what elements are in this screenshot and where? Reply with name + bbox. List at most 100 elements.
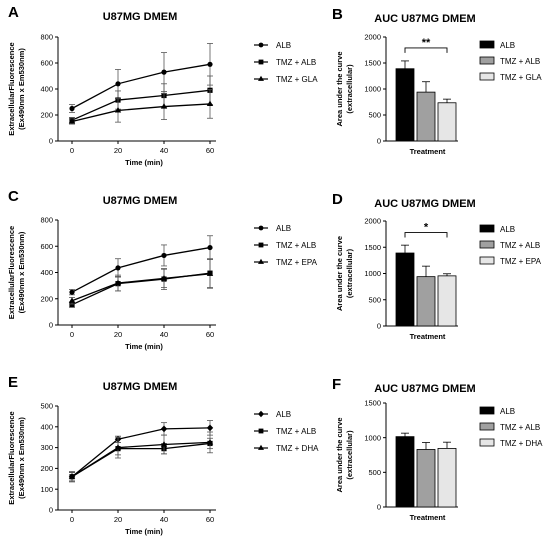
legend-label: ALB: [500, 407, 515, 416]
data-point: [207, 61, 213, 67]
y-tick-label: 500: [368, 111, 381, 120]
series-line: [71, 103, 211, 123]
y-tick-label: 1500: [364, 399, 381, 408]
panel-e: E U87MG DMEM0100200300400500Extracellular…: [7, 374, 319, 536]
legend-label: TMZ + ALB: [276, 241, 316, 250]
data-point: [161, 69, 167, 75]
series-alb: [69, 235, 213, 296]
y-axis-label: ExtracellularFluorescence: [7, 411, 16, 504]
data-point: [160, 441, 168, 447]
legend-label: ALB: [500, 225, 515, 234]
series-tmz-alb: [69, 75, 213, 124]
data-point: [69, 105, 75, 112]
legend-label: ALB: [276, 224, 291, 233]
y-tick-label: 0: [377, 322, 381, 331]
legend-swatch: [479, 72, 495, 81]
y-axis-label: Area under the curve: [335, 236, 344, 311]
y-tick-label: 100: [40, 485, 53, 494]
panel-c: C U87MG DMEM0200400600800ExtracellularFlu…: [7, 188, 318, 351]
y-tick-label: 0: [49, 321, 53, 330]
panel-title: U87MG DMEM: [103, 195, 178, 207]
y-tick-label: 200: [40, 294, 53, 303]
y-tick-label: 2000: [364, 217, 381, 226]
data-point: [69, 302, 75, 308]
y-tick-label: 600: [40, 242, 53, 251]
data-point: [68, 118, 76, 124]
y-axis-label: ExtracellularFluorescence: [7, 42, 16, 135]
bar-0: [395, 436, 415, 508]
data-point: [207, 244, 213, 251]
legend-swatch: [479, 224, 495, 233]
panel-a: A U87MG DMEM0200400600800ExtracellularFlu…: [7, 4, 318, 167]
legend-marker: [258, 258, 264, 264]
legend-marker: [258, 410, 264, 418]
legend-label: TMZ + ALB: [500, 57, 540, 66]
y-axis-label: (extracellular): [345, 248, 354, 298]
legend-swatch: [479, 40, 495, 49]
panel-letter: B: [332, 6, 343, 23]
legend-label: TMZ + GLA: [500, 73, 542, 82]
data-point: [206, 439, 214, 445]
y-tick-label: 2000: [364, 33, 381, 42]
y-tick-label: 500: [40, 402, 53, 411]
significance-bracket: [404, 47, 448, 53]
x-axis-label: Time (min): [125, 527, 163, 536]
data-point: [68, 297, 76, 303]
panel-title: U87MG DMEM: [103, 381, 178, 393]
data-point: [114, 444, 122, 450]
y-tick-label: 500: [368, 295, 381, 304]
series-line: [71, 273, 211, 302]
y-tick-label: 400: [40, 268, 53, 277]
data-point: [206, 424, 214, 432]
x-tick-label: 40: [160, 146, 168, 155]
x-axis-label: Time (min): [125, 158, 163, 167]
data-point: [160, 103, 168, 109]
y-tick-label: 500: [368, 468, 381, 477]
y-axis-label: (extracellular): [345, 64, 354, 114]
bar-0: [395, 252, 415, 327]
x-tick-label: 40: [160, 330, 168, 339]
x-tick-label: 60: [206, 330, 214, 339]
y-axis-label: Area under the curve: [335, 51, 344, 126]
panel-title: AUC U87MG DMEM: [374, 13, 475, 25]
legend-label: TMZ + ALB: [276, 58, 316, 67]
y-tick-label: 800: [40, 33, 53, 42]
legend-label: ALB: [276, 41, 291, 50]
legend-marker: [258, 242, 264, 248]
legend-swatch: [479, 422, 495, 431]
panel-b: B AUC U87MG DMEM 0 500 1000 1500 2000 Area unde…: [332, 6, 542, 156]
x-axis-label: Treatment: [410, 147, 446, 156]
y-tick-label: 1500: [364, 243, 381, 252]
series-line: [71, 89, 211, 121]
legend-label: ALB: [500, 41, 515, 50]
bar-1: [416, 449, 436, 508]
legend-swatch: [479, 256, 495, 265]
series-tmz-gla: [68, 89, 214, 125]
y-tick-label: 600: [40, 59, 53, 68]
panel-f: F AUC U87MG DMEM 0 500 1000 1500 Area under th…: [332, 376, 543, 522]
y-tick-label: 800: [40, 216, 53, 225]
significance-bracket: [404, 232, 448, 238]
panel-letter: F: [332, 376, 341, 393]
data-point: [69, 289, 75, 295]
legend-label: TMZ + DHA: [500, 439, 543, 448]
x-tick-label: 60: [206, 146, 214, 155]
legend-swatch: [479, 240, 495, 249]
series-line: [71, 427, 211, 478]
panel-letter: D: [332, 191, 343, 208]
series-line: [71, 246, 211, 293]
x-axis-label: Treatment: [410, 332, 446, 341]
x-tick-label: 0: [70, 330, 74, 339]
bar-0: [395, 68, 415, 142]
y-tick-label: 0: [377, 137, 381, 146]
data-point: [206, 100, 214, 107]
x-axis-label: Treatment: [410, 513, 446, 522]
panel-letter: C: [8, 188, 19, 205]
y-axis-label: (Ex490nm x Em530nm): [17, 48, 26, 130]
data-point: [160, 425, 168, 433]
x-tick-label: 20: [114, 146, 122, 155]
panel-title: AUC U87MG DMEM: [374, 198, 475, 210]
bar-2: [437, 102, 457, 142]
legend-marker: [258, 428, 264, 434]
